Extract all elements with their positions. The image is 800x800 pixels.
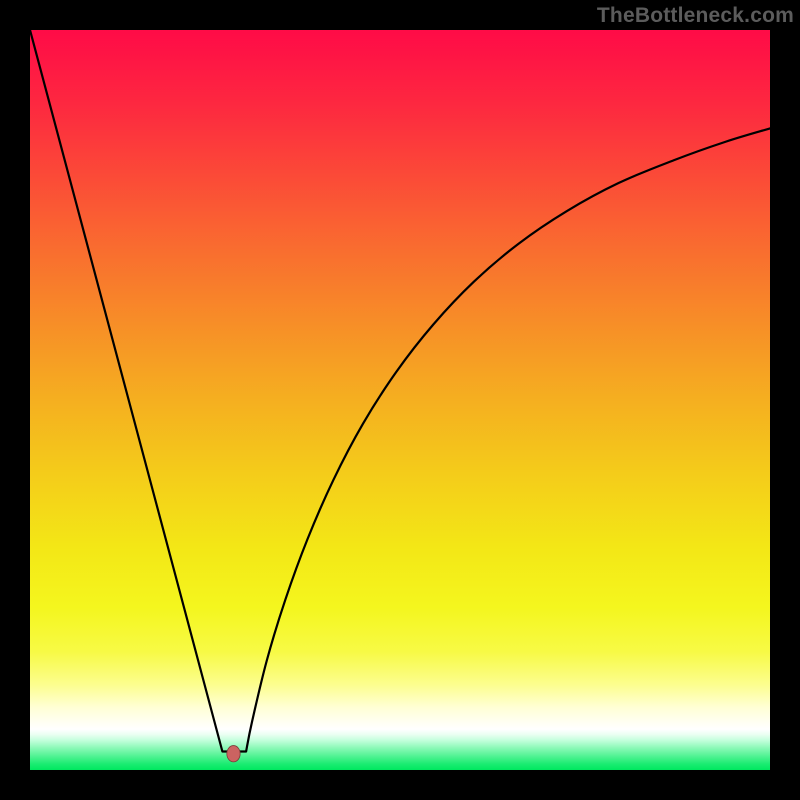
watermark-text: TheBottleneck.com	[597, 4, 794, 28]
plot-area	[30, 30, 770, 770]
plot-svg	[30, 30, 770, 770]
gradient-background	[30, 30, 770, 770]
chart-container: TheBottleneck.com	[0, 0, 800, 800]
cusp-marker	[227, 746, 240, 762]
